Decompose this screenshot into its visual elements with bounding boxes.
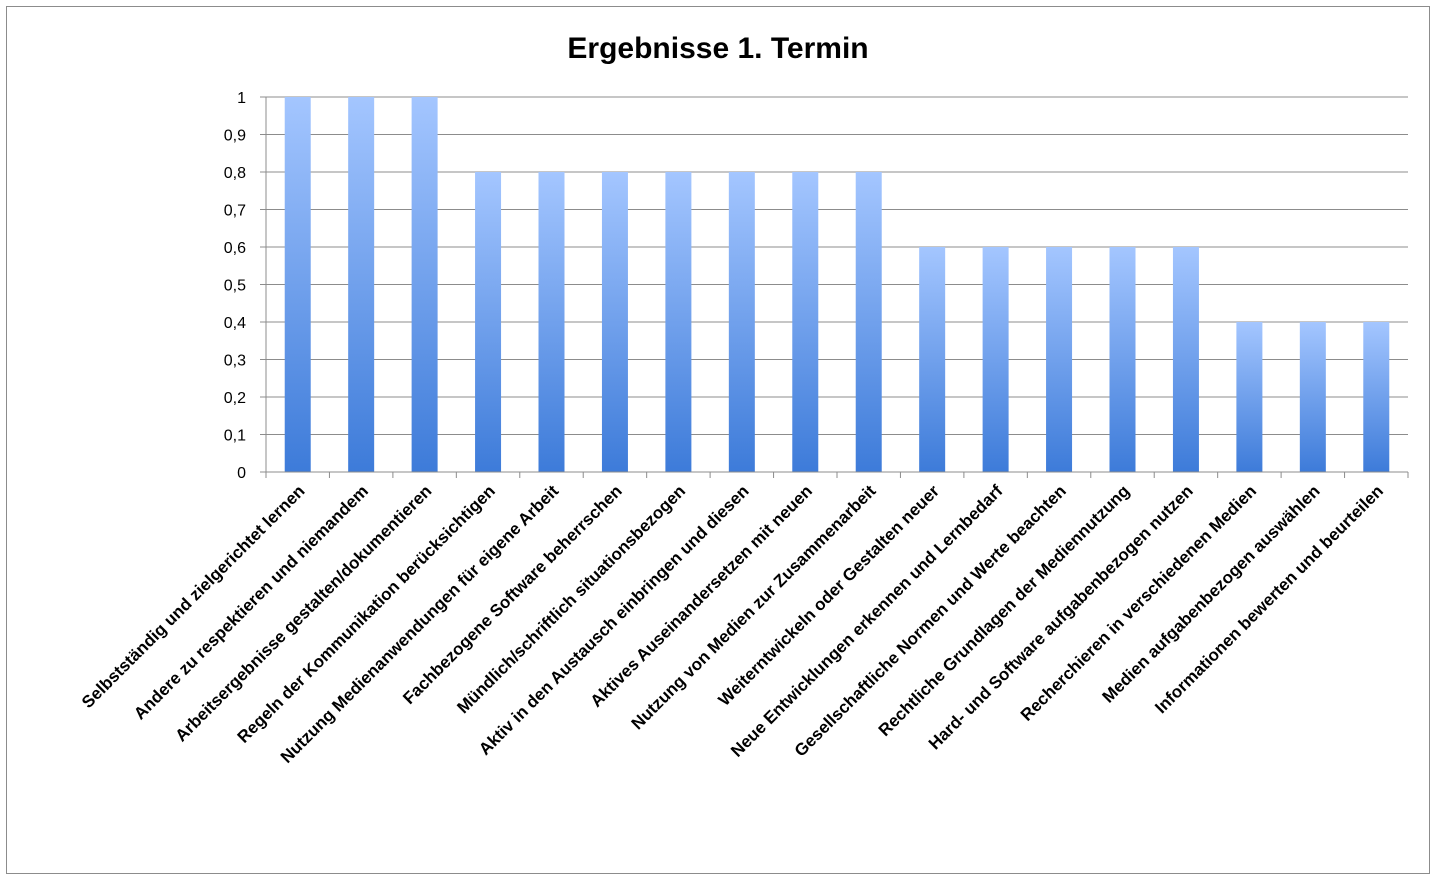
bar [411,97,438,472]
x-tick-label: Mündlich/schriftlich situationsbezogen [453,481,689,717]
bar [1109,247,1136,472]
bar [348,97,375,472]
bar [284,97,311,472]
gridlines [266,96,1408,435]
x-tick-label: Fachbezogene Software beherrschen [399,481,626,708]
y-tick-label: 0,2 [224,390,246,407]
y-tick-label: 0,3 [224,353,246,370]
x-tick-label: Arbeitsergebnisse gestalten/dokumentiere… [171,481,435,745]
bar [1046,247,1073,472]
bar [1299,322,1326,472]
x-tick-label: Weiterntwickeln oder Gestalten neuer [715,481,944,710]
y-tick-label: 0,6 [224,240,246,257]
y-tick-label: 0,5 [224,278,246,295]
bar [475,172,502,472]
y-tick-label: 0,8 [224,165,246,182]
bar [1236,322,1263,472]
bar [919,247,946,472]
bar [982,247,1009,472]
chart-title: Ergebnisse 1. Termin [567,32,868,65]
y-tick-label: 0,4 [224,315,246,332]
x-axis-labels: Selbstständig und zielgerichtet lernenAn… [78,481,1387,767]
x-tick-label: Informationen bewerten und beurteilen [1151,481,1387,717]
bar [601,172,628,472]
y-axis-ticks: 0 0,1 0,2 0,3 0,4 0,5 0,6 0,7 0,8 0,9 1 [224,90,266,482]
axes [265,97,1409,478]
bars [284,97,1390,472]
bar [538,172,565,472]
y-tick-label: 1 [237,90,246,107]
y-tick-label: 0 [237,465,246,482]
y-tick-label: 0,7 [224,203,246,220]
x-tick-label: Medien aufgabenbezogen auswählen [1098,481,1323,706]
bar [855,172,882,472]
y-tick-label: 0,9 [224,128,246,145]
bar [665,172,692,472]
x-tick-label: Aktives Auseinandersetzen mit neuen [587,481,816,710]
bar [792,172,819,472]
bar [728,172,755,472]
bar [1363,322,1390,472]
y-tick-label: 0,1 [224,428,246,445]
x-tick-label: Recherchieren in verschiedenen Medien [1017,481,1260,724]
x-tick-label: Selbstständig und zielgerichtet lernen [78,481,309,712]
bar [1172,247,1199,472]
x-tick-label: Andere zu respektieren und niemandem [130,481,372,723]
